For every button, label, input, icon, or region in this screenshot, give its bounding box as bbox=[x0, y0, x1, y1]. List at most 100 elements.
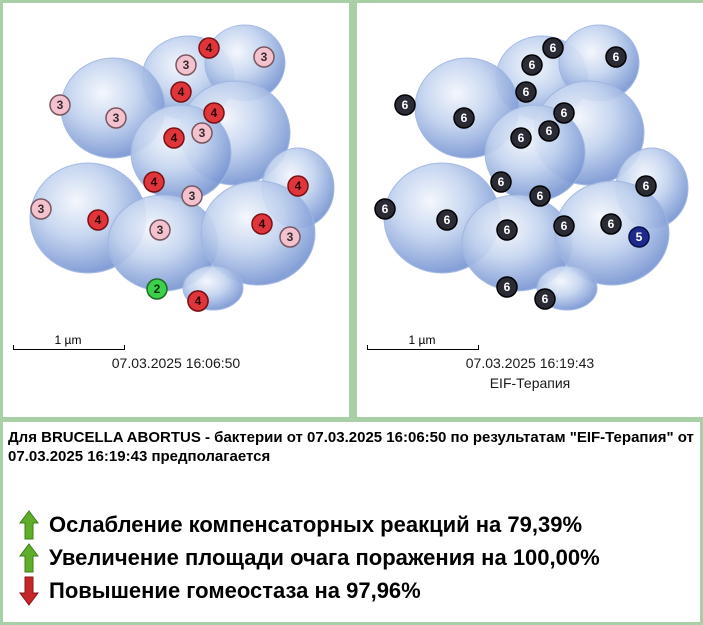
marker-circle bbox=[175, 54, 197, 76]
subtitle: EIF-Терапия bbox=[489, 375, 571, 391]
marker-label: 4 bbox=[211, 106, 218, 120]
marker-dark: 6 bbox=[496, 276, 518, 298]
marker-circle bbox=[279, 226, 301, 248]
marker-circle bbox=[191, 122, 213, 144]
marker-dark: 6 bbox=[496, 219, 518, 241]
marker-pink: 3 bbox=[175, 54, 197, 76]
marker-circle bbox=[553, 215, 575, 237]
marker-red: 4 bbox=[163, 127, 185, 149]
marker-label: 6 bbox=[537, 189, 544, 203]
marker-label: 6 bbox=[608, 217, 615, 231]
marker-label: 6 bbox=[546, 124, 553, 138]
summary-text: Для BRUCELLA ABORTUS - бактерии от 07.03… bbox=[8, 429, 694, 465]
marker-blue: 5 bbox=[628, 226, 650, 248]
marker-label: 4 bbox=[178, 85, 185, 99]
marker-label: 6 bbox=[498, 175, 505, 189]
marker-dark: 6 bbox=[515, 81, 537, 103]
marker-group: 43343343444343433424 bbox=[30, 37, 309, 312]
marker-label: 3 bbox=[287, 230, 294, 244]
marker-circle bbox=[600, 213, 622, 235]
marker-dark: 6 bbox=[521, 54, 543, 76]
result-item: Повышение гомеостаза на 97,96% bbox=[19, 574, 421, 608]
marker-circle bbox=[436, 209, 458, 231]
marker-label: 6 bbox=[444, 213, 451, 227]
marker-dark: 6 bbox=[374, 198, 396, 220]
result-text: Повышение гомеостаза на 97,96% bbox=[49, 578, 421, 603]
marker-pink: 3 bbox=[191, 122, 213, 144]
marker-red: 4 bbox=[203, 102, 225, 124]
marker-circle bbox=[163, 127, 185, 149]
marker-circle bbox=[529, 185, 551, 207]
marker-dark: 6 bbox=[529, 185, 551, 207]
marker-label: 2 bbox=[154, 282, 161, 296]
marker-circle bbox=[251, 213, 273, 235]
marker-circle bbox=[181, 185, 203, 207]
marker-label: 6 bbox=[461, 111, 468, 125]
marker-label: 6 bbox=[561, 219, 568, 233]
marker-dark: 6 bbox=[394, 94, 416, 116]
marker-label: 4 bbox=[206, 41, 213, 55]
marker-label: 4 bbox=[295, 179, 302, 193]
marker-label: 6 bbox=[504, 280, 511, 294]
marker-label: 4 bbox=[259, 217, 266, 231]
marker-label: 6 bbox=[402, 98, 409, 112]
marker-label: 3 bbox=[38, 202, 45, 216]
marker-label: 6 bbox=[518, 131, 525, 145]
marker-circle bbox=[374, 198, 396, 220]
result-item: Увеличение площади очага поражения на 10… bbox=[19, 541, 600, 575]
marker-label: 6 bbox=[542, 292, 549, 306]
marker-label: 3 bbox=[189, 189, 196, 203]
marker-red: 4 bbox=[87, 209, 109, 231]
marker-circle bbox=[605, 46, 627, 68]
marker-label: 5 bbox=[636, 230, 643, 244]
marker-label: 6 bbox=[550, 41, 557, 55]
marker-circle bbox=[187, 290, 209, 312]
cell-cluster-image: 43343343444343433424 bbox=[29, 24, 335, 312]
marker-circle bbox=[149, 219, 171, 241]
marker-label: 4 bbox=[171, 131, 178, 145]
timestamp: 07.03.2025 16:06:50 bbox=[111, 355, 241, 371]
marker-label: 6 bbox=[561, 106, 568, 120]
marker-red: 4 bbox=[198, 37, 220, 59]
marker-label: 3 bbox=[199, 126, 206, 140]
result-text: Увеличение площади очага поражения на 10… bbox=[49, 545, 600, 570]
marker-label: 3 bbox=[113, 111, 120, 125]
arrow-up-icon bbox=[19, 510, 39, 540]
marker-label: 6 bbox=[523, 85, 530, 99]
scale-label: 1 µm bbox=[408, 333, 436, 347]
marker-label: 4 bbox=[151, 175, 158, 189]
marker-pink: 3 bbox=[149, 219, 171, 241]
marker-dark: 6 bbox=[542, 37, 564, 59]
arrow-down-icon bbox=[19, 576, 39, 606]
scale-line bbox=[367, 345, 479, 350]
marker-circle bbox=[635, 175, 657, 197]
marker-red: 4 bbox=[170, 81, 192, 103]
marker-circle bbox=[287, 175, 309, 197]
result-text: Ослабление компенсаторных реакций на 79,… bbox=[49, 512, 583, 537]
results-section: Для BRUCELLA ABORTUS - бактерии от 07.03… bbox=[3, 422, 700, 622]
marker-pink: 3 bbox=[30, 198, 52, 220]
scale-label: 1 µm bbox=[54, 333, 82, 347]
marker-pink: 3 bbox=[105, 107, 127, 129]
marker-dark: 6 bbox=[453, 107, 475, 129]
marker-circle bbox=[538, 120, 560, 142]
left-image-panel: 43343343444343433424 1 µm 07.03.2025 16:… bbox=[3, 3, 349, 417]
marker-label: 6 bbox=[529, 58, 536, 72]
marker-circle bbox=[394, 94, 416, 116]
marker-circle bbox=[628, 226, 650, 248]
marker-red: 4 bbox=[187, 290, 209, 312]
marker-circle bbox=[87, 209, 109, 231]
marker-dark: 6 bbox=[553, 102, 575, 124]
marker-label: 4 bbox=[195, 294, 202, 308]
marker-circle bbox=[203, 102, 225, 124]
marker-red: 4 bbox=[287, 175, 309, 197]
marker-circle bbox=[534, 288, 556, 310]
marker-label: 3 bbox=[183, 58, 190, 72]
marker-pink: 3 bbox=[279, 226, 301, 248]
marker-label: 6 bbox=[382, 202, 389, 216]
marker-label: 3 bbox=[157, 223, 164, 237]
marker-dark: 6 bbox=[605, 46, 627, 68]
marker-dark: 6 bbox=[635, 175, 657, 197]
marker-label: 6 bbox=[643, 179, 650, 193]
